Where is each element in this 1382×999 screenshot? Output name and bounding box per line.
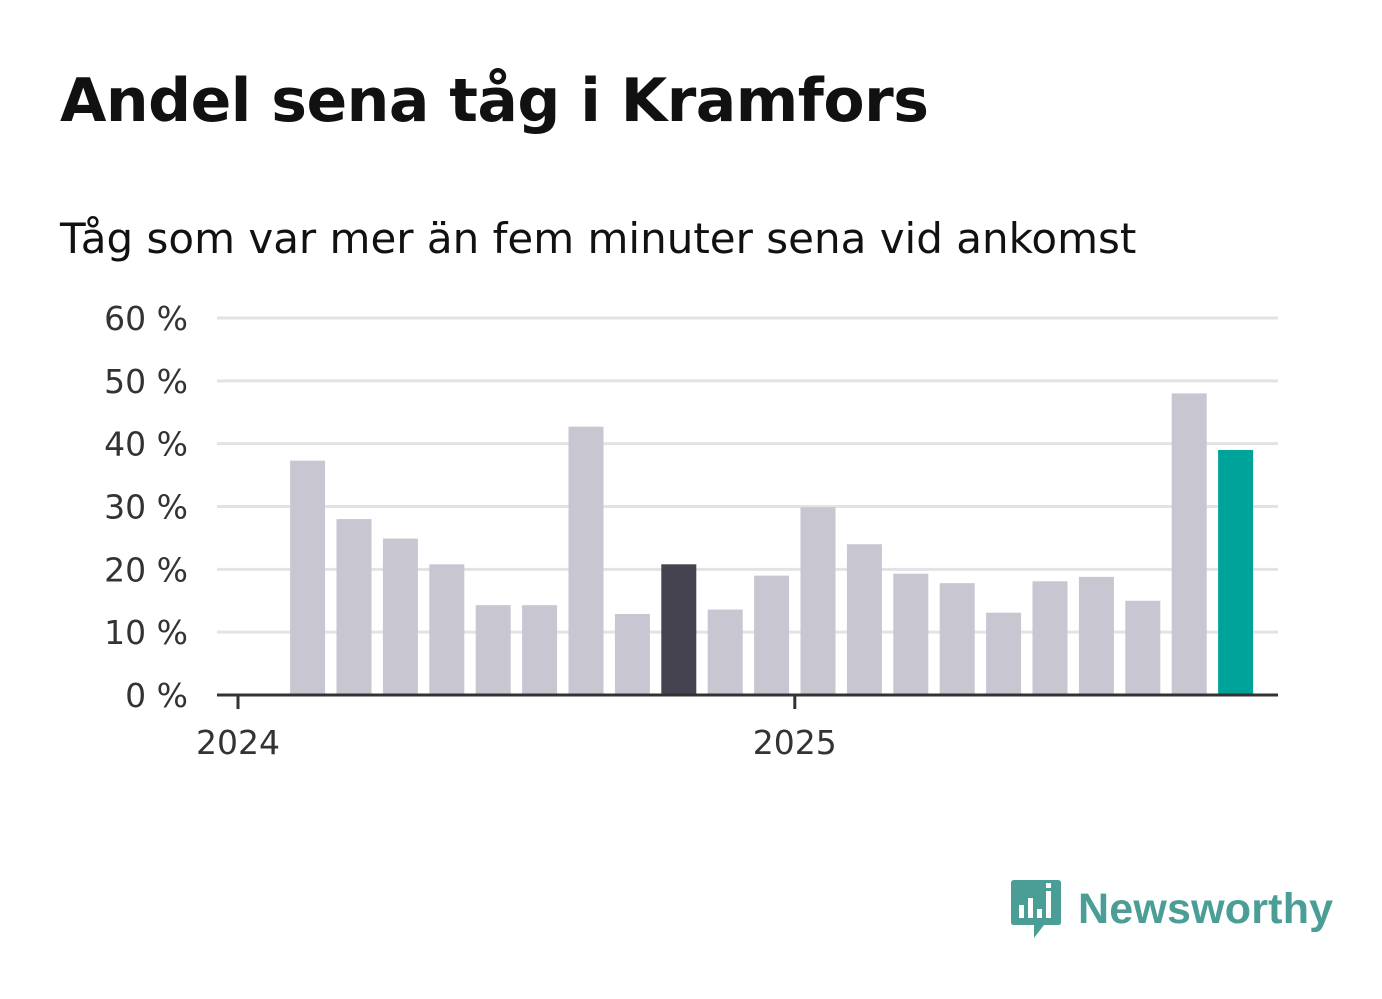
bar-2025-06 — [1032, 581, 1068, 695]
y-tick-label-10: 10 % — [104, 613, 188, 652]
y-tick-label-40: 40 % — [104, 425, 188, 464]
bar-2024-05 — [429, 564, 465, 695]
bar-2025-04 — [939, 583, 975, 695]
bar-2025-02 — [846, 544, 882, 695]
bar-2025-07 — [1078, 576, 1114, 695]
bar-2024-06 — [475, 605, 511, 695]
chart-title: Andel sena tåg i Kramfors — [60, 66, 929, 136]
bar-2025-01 — [800, 507, 836, 695]
y-tick-label-30: 30 % — [104, 488, 188, 527]
bar-2025-08 — [1125, 600, 1161, 695]
y-tick-label-0: 0 % — [125, 676, 188, 715]
bars-layer — [290, 393, 1254, 695]
bar-2024-03 — [336, 519, 372, 695]
y-tick-label-50: 50 % — [104, 362, 188, 401]
bar-2024-02 — [290, 460, 326, 695]
x-tick-label-2024: 2024 — [196, 723, 280, 762]
bar-2024-07 — [522, 605, 558, 695]
bar-2024-08 — [568, 426, 604, 695]
axis-layer: 0 % 10 % 20 % 30 % 40 % 50 % 60 % 2024 2025 — [104, 299, 1278, 762]
grid-layer — [217, 316, 1278, 634]
bar-2025-10 — [1218, 449, 1254, 695]
bar-2024-04 — [382, 538, 418, 695]
y-tick-label-20: 20 % — [104, 550, 188, 589]
brand-name: Newsworthy — [1078, 884, 1334, 933]
bar-2025-03 — [893, 573, 929, 695]
bar-2024-12 — [754, 575, 790, 695]
x-tick-label-2025: 2025 — [753, 723, 837, 762]
newsworthy-bar-chart-icon — [1011, 880, 1061, 938]
bar-2024-10 — [661, 564, 697, 695]
y-tick-label-60: 60 % — [104, 299, 188, 338]
chart-subtitle: Tåg som var mer än fem minuter sena vid … — [60, 214, 1137, 263]
bar-2025-09 — [1171, 393, 1207, 695]
bar-2025-05 — [986, 612, 1022, 695]
newsworthy-logo: Newsworthy — [1010, 878, 1333, 940]
bar-2024-09 — [614, 613, 650, 695]
bar-2024-11 — [707, 609, 743, 695]
